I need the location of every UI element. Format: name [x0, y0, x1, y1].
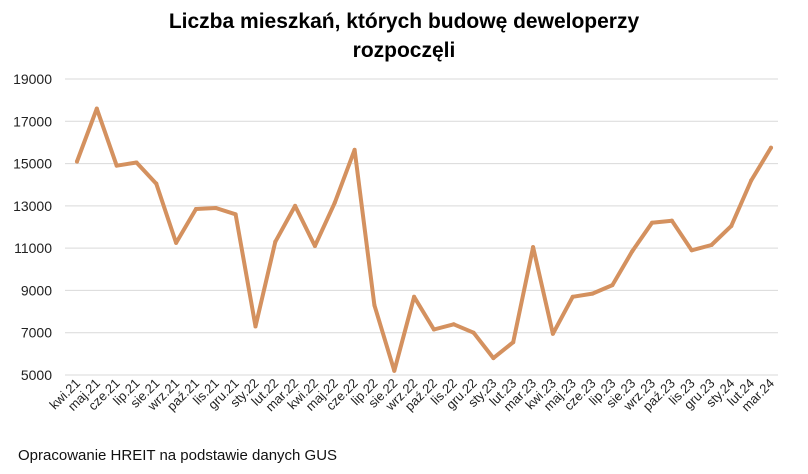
data-point — [709, 242, 714, 247]
data-point — [352, 147, 357, 152]
data-point — [570, 294, 575, 299]
y-tick-label: 15000 — [13, 156, 52, 172]
data-point — [769, 145, 773, 150]
series-line — [75, 106, 773, 373]
data-point — [412, 294, 417, 299]
data-point — [610, 283, 615, 288]
y-tick-label: 13000 — [13, 198, 52, 214]
data-point — [213, 205, 218, 210]
data-point — [312, 244, 317, 249]
y-tick-label: 17000 — [13, 113, 52, 129]
y-tick-label: 9000 — [21, 282, 52, 298]
data-point — [154, 181, 159, 186]
data-point — [114, 163, 119, 168]
data-point — [471, 330, 476, 335]
data-point — [75, 159, 79, 164]
data-point — [293, 203, 298, 208]
data-point — [650, 220, 655, 225]
data-point — [253, 324, 258, 329]
data-point — [531, 245, 536, 250]
series-layer — [75, 106, 773, 373]
data-point — [372, 303, 377, 308]
data-point — [392, 368, 397, 373]
data-point — [431, 327, 436, 332]
x-axis-tick-labels: kwi.21maj.21cze.21lip.21sie.21wrz.21paź.… — [46, 376, 777, 415]
data-point — [749, 178, 754, 183]
data-point — [550, 331, 555, 336]
data-point — [491, 356, 496, 361]
y-tick-label: 7000 — [21, 325, 52, 341]
data-point — [729, 223, 734, 228]
data-point — [273, 239, 278, 244]
y-tick-label: 5000 — [21, 367, 52, 383]
data-point — [94, 106, 99, 111]
data-point — [134, 160, 139, 165]
data-point — [511, 340, 516, 345]
data-point — [174, 240, 179, 245]
y-axis-tick-labels: 5000 7000 9000 11000 13000 15000 17000 19000 — [13, 71, 52, 383]
data-point — [590, 291, 595, 296]
data-point — [630, 249, 635, 254]
data-point — [332, 200, 337, 205]
chart-title-line-1: Liczba mieszkań, których budowę dewelope… — [169, 10, 640, 33]
data-point — [451, 322, 456, 327]
gridlines — [65, 78, 778, 376]
y-tick-label: 19000 — [13, 71, 52, 87]
data-point — [669, 218, 674, 223]
data-point — [193, 207, 198, 212]
chart-title-line-2: rozpoczęli — [353, 39, 456, 62]
data-point — [233, 212, 238, 217]
y-tick-label: 11000 — [14, 240, 52, 256]
data-point — [689, 248, 694, 253]
source-note: Opracowanie HREIT na podstawie danych GU… — [18, 447, 338, 464]
